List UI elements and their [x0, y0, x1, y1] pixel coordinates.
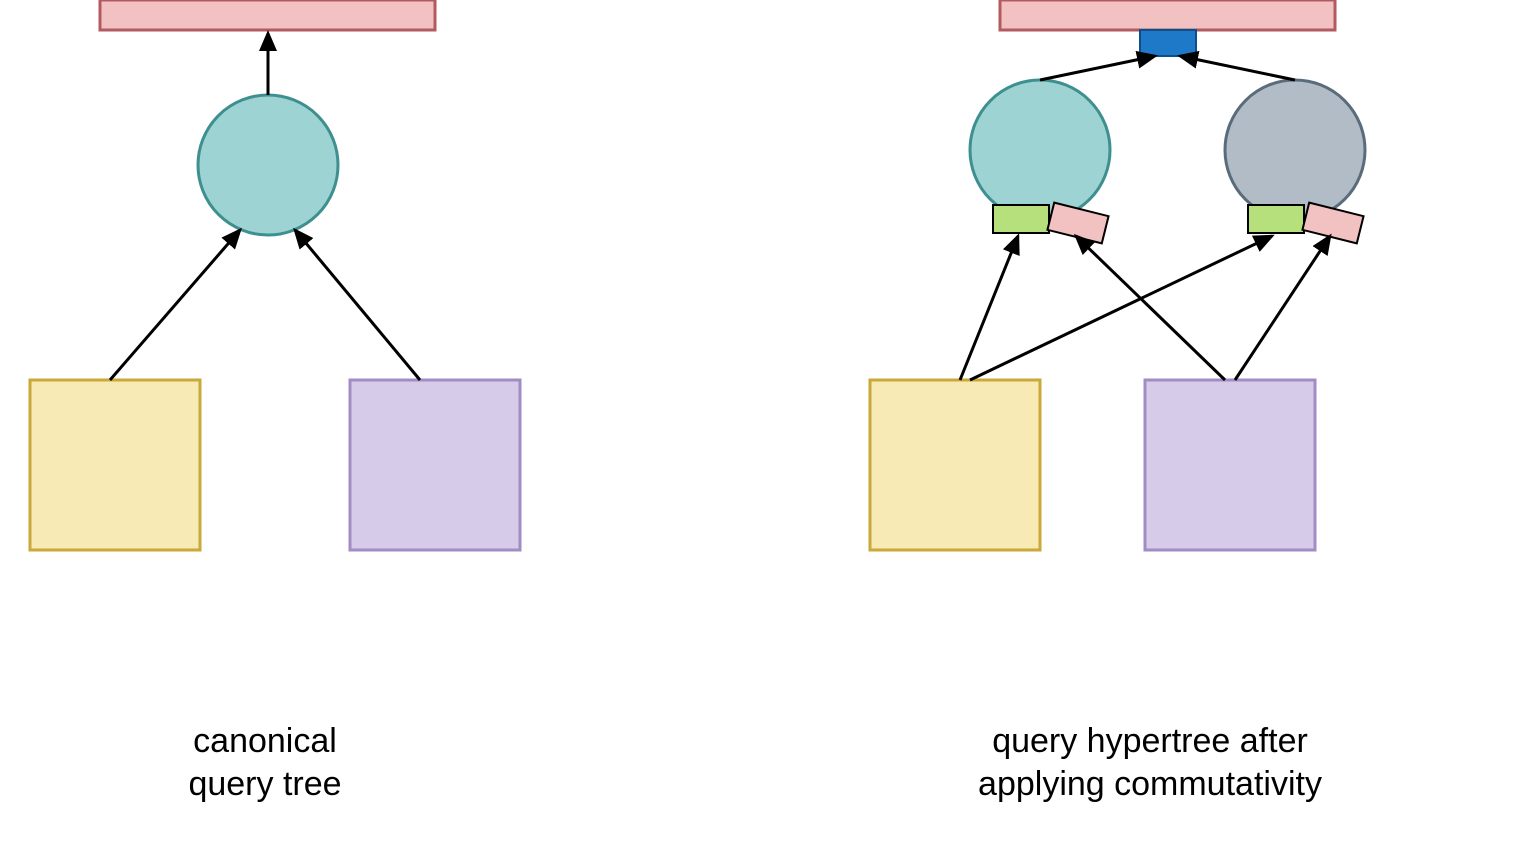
right-purple-square	[1145, 380, 1315, 550]
left-circle	[198, 95, 338, 235]
right-circle-left	[970, 80, 1110, 220]
right-arrow-0	[1040, 56, 1155, 80]
right-top-bar	[1000, 0, 1335, 30]
right-blue-box	[1140, 30, 1196, 56]
right-yellow-square	[870, 380, 1040, 550]
caption-right-line2: applying commutativity	[890, 763, 1410, 806]
left-top-bar	[100, 0, 435, 30]
right-green-left	[993, 205, 1049, 233]
right-arrow-3	[970, 236, 1272, 380]
caption-left-line2: query tree	[45, 763, 485, 806]
right-green-right	[1248, 205, 1304, 233]
caption-right-line1: query hypertree after	[890, 720, 1410, 763]
right-arrow-5	[1235, 236, 1330, 380]
caption-right: query hypertree after applying commutati…	[890, 720, 1410, 805]
left-arrow-1	[110, 230, 240, 380]
right-pink-right	[1302, 203, 1363, 244]
caption-left-line1: canonical	[45, 720, 485, 763]
left-yellow-square	[30, 380, 200, 550]
right-circle-right	[1225, 80, 1365, 220]
caption-left: canonical query tree	[45, 720, 485, 805]
left-purple-square	[350, 380, 520, 550]
left-arrow-2	[295, 230, 420, 380]
right-arrow-2	[960, 236, 1018, 380]
right-arrow-1	[1180, 56, 1295, 80]
diagram-canvas	[0, 0, 1532, 844]
right-arrow-4	[1076, 236, 1225, 380]
